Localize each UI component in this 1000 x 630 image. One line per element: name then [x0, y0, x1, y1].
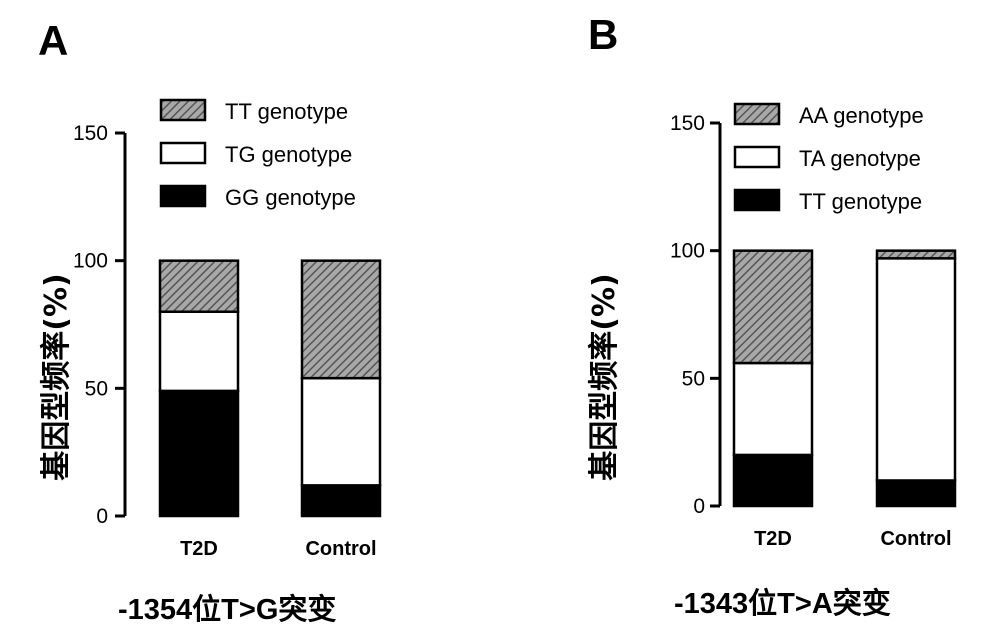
y-tick-label: 0	[693, 495, 705, 518]
legend-label: TT genotype	[225, 99, 348, 124]
bar-segment	[875, 479, 957, 508]
x-tick-label: Control	[305, 538, 376, 560]
x-tick-label: T2D	[180, 538, 218, 560]
bar-segment	[158, 259, 240, 313]
bar-segment	[732, 249, 814, 365]
chart-plot: 0 50 100 150 T2D Control TT genotype TG genotyp…	[73, 98, 382, 560]
bar-segment	[732, 361, 814, 457]
y-tick-label: 100	[670, 240, 705, 263]
legend-swatch	[733, 145, 781, 169]
legend-label: TG genotype	[225, 142, 352, 167]
bar-segment	[732, 453, 814, 508]
x-tick-label: T2D	[754, 528, 792, 550]
x-axis-title: -1354位T>G突变	[118, 594, 337, 626]
y-tick-label: 150	[73, 122, 108, 145]
y-tick-label: 50	[682, 367, 705, 390]
chart-plot: 0 50 100 150 T2D Control AA genotype TA genotyp…	[670, 102, 957, 550]
x-tick-label: Control	[880, 528, 951, 550]
chart-panel-a: A 基因型频率(%) 0 50 100 150 T2D Control TT genotyp…	[38, 17, 382, 626]
panel-label: B	[588, 11, 619, 58]
legend-swatch	[159, 98, 207, 122]
y-tick-label: 0	[96, 505, 108, 528]
legend-swatch	[159, 141, 207, 165]
y-tick-label: 150	[670, 112, 705, 135]
legend-swatch	[159, 184, 207, 208]
bar-segment	[300, 259, 382, 380]
legend-swatch	[733, 188, 781, 212]
y-tick-label: 100	[73, 250, 108, 273]
legend-label: TA genotype	[799, 146, 921, 171]
legend-label: AA genotype	[799, 103, 924, 128]
bar-segment	[300, 484, 382, 518]
legend-label: GG genotype	[225, 185, 356, 210]
x-axis-title: -1343位T>A突变	[674, 588, 891, 620]
bar-segment	[158, 389, 240, 518]
bar-segment	[875, 249, 957, 260]
bar-segment	[158, 310, 240, 393]
legend-swatch	[733, 102, 781, 126]
panel-label: A	[38, 17, 69, 64]
chart-panel-b: B 基因型频率(%) 0 50 100 150 T2D Control AA genotyp…	[500, 0, 1000, 630]
bar-segment	[875, 257, 957, 482]
y-tick-label: 50	[85, 377, 108, 400]
legend-label: TT genotype	[799, 189, 922, 214]
bar-segment	[300, 376, 382, 487]
